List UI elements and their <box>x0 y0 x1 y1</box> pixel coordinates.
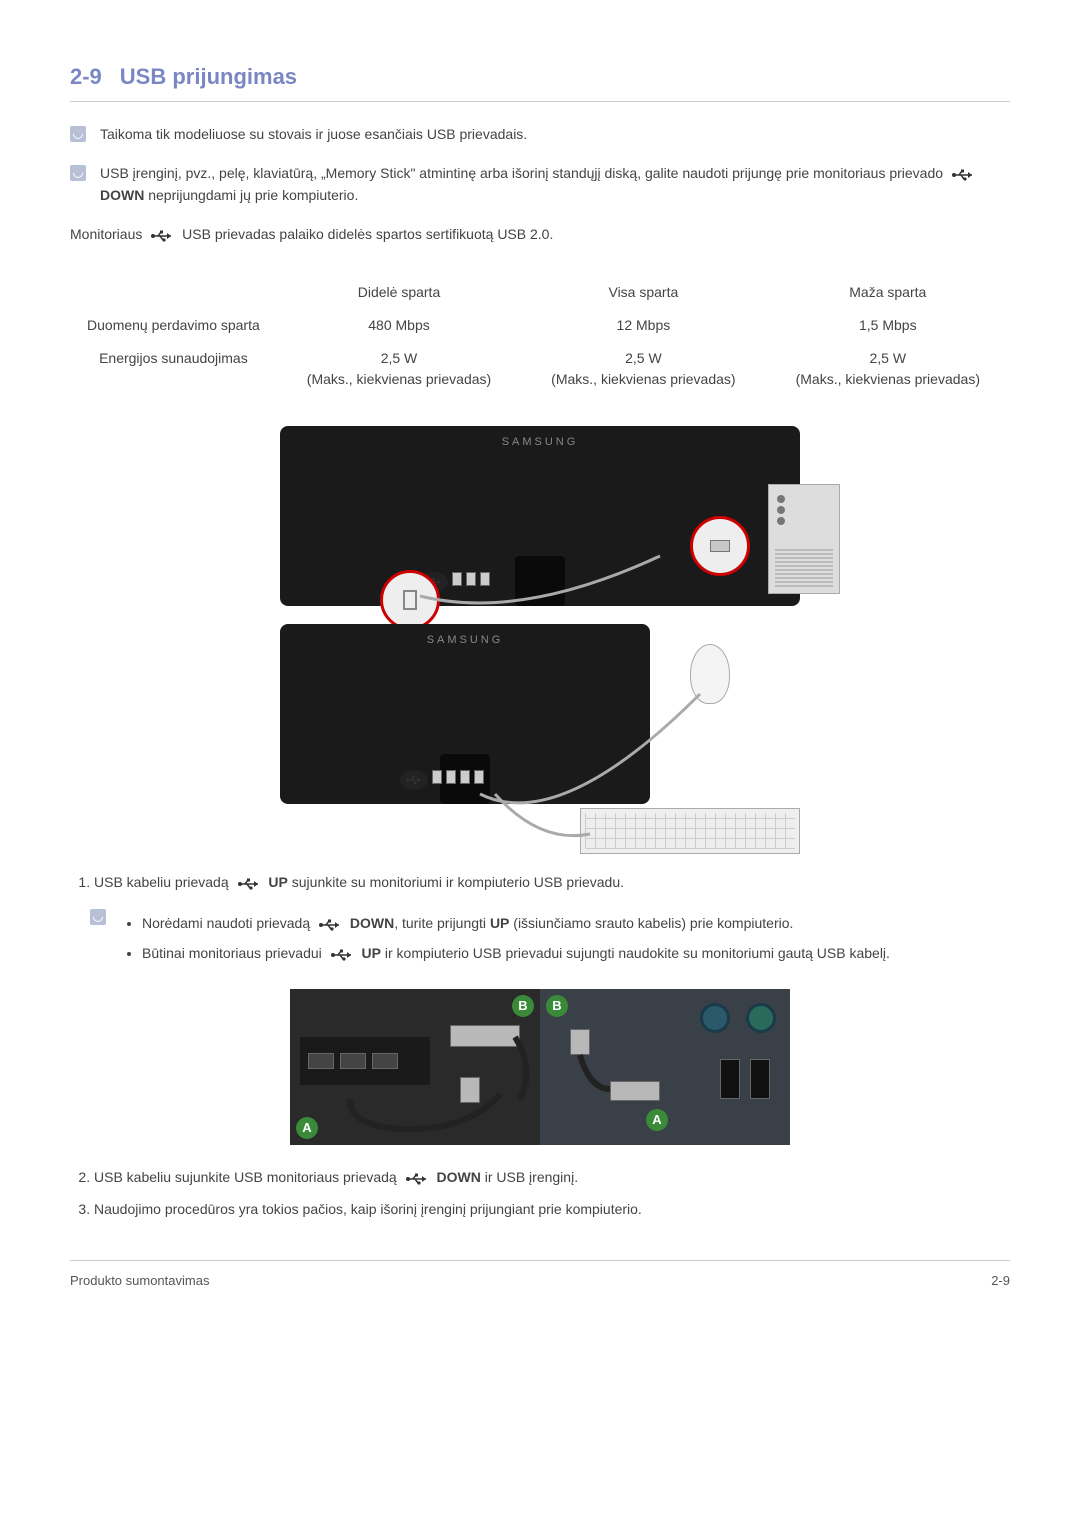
bold-label: DOWN <box>350 915 394 931</box>
text-fragment: Monitoriaus <box>70 226 142 242</box>
text-fragment: USB kabeliu prievadą <box>94 874 229 890</box>
photo-right: B A <box>540 989 790 1145</box>
step-item: Naudojimo procedūros yra tokios pačios, … <box>94 1199 1010 1220</box>
row-label: Duomenų perdavimo sparta <box>70 309 277 342</box>
section-number: 2-9 <box>70 60 102 93</box>
section-title: USB prijungimas <box>120 60 297 93</box>
cell: 2,5 W (Maks., kiekvienas prievadas) <box>766 342 1010 396</box>
cell: 480 Mbps <box>277 309 521 342</box>
bold-label: UP <box>490 915 509 931</box>
sub-note: Norėdami naudoti prievadą DOWN, turite p… <box>90 907 1010 973</box>
col-header: Maža sparta <box>766 276 1010 309</box>
text-fragment: ir USB įrenginį. <box>481 1169 578 1185</box>
subtext: (Maks., kiekvienas prievadas) <box>525 369 761 390</box>
step-item: USB kabeliu prievadą UP sujunkite su mon… <box>94 872 1010 894</box>
usb-plug-icon <box>710 540 730 552</box>
port-icon <box>432 770 442 784</box>
monitor-ports <box>400 770 484 790</box>
col-header: Visa sparta <box>521 276 765 309</box>
subtext: (Maks., kiekvienas prievadas) <box>770 369 1006 390</box>
text-fragment: , turite prijungti <box>394 915 490 931</box>
monitor-illustration: SAMSUNG <box>280 624 650 804</box>
monitor-illustration: SAMSUNG <box>280 426 800 606</box>
value: 2,5 W <box>381 350 418 366</box>
connector-photo: B A B A <box>290 989 790 1145</box>
bold-label: UP <box>268 874 287 890</box>
sub-list: Norėdami naudoti prievadą DOWN, turite p… <box>120 913 1010 973</box>
text-fragment: (išsiunčiamo srauto kabelis) prie kompiu… <box>509 915 793 931</box>
usb-icon <box>400 770 428 790</box>
list-item: Norėdami naudoti prievadą DOWN, turite p… <box>142 913 1010 935</box>
table-row: Energijos sunaudojimas 2,5 W (Maks., kie… <box>70 342 1010 396</box>
spec-table: Didelė sparta Visa sparta Maža sparta Du… <box>70 276 1010 396</box>
table-row: Didelė sparta Visa sparta Maža sparta <box>70 276 1010 309</box>
note-icon <box>70 165 86 181</box>
note-text: Taikoma tik modeliuose su stovais ir juo… <box>100 124 1010 145</box>
note-row-1: Taikoma tik modeliuose su stovais ir juo… <box>70 124 1010 145</box>
cable-svg <box>290 989 540 1139</box>
monitor-brand: SAMSUNG <box>502 434 579 451</box>
step-item: USB kabeliu sujunkite USB monitoriaus pr… <box>94 1167 1010 1189</box>
usb-icon <box>318 914 342 935</box>
list-item: Būtinai monitoriaus prievadui UP ir komp… <box>142 943 1010 965</box>
text-fragment: USB prievadas palaiko didelės spartos se… <box>182 226 553 242</box>
pc-vents <box>775 547 833 587</box>
text-fragment: ir kompiuterio USB prievadui sujungti na… <box>385 945 890 961</box>
callout-circle <box>690 516 750 576</box>
diagram-monitor-pc: SAMSUNG <box>280 426 800 606</box>
port-icon <box>446 770 456 784</box>
value: 2,5 W <box>870 350 907 366</box>
table-row: Duomenų perdavimo sparta 480 Mbps 12 Mbp… <box>70 309 1010 342</box>
usb-icon <box>150 225 174 246</box>
port-icon <box>466 572 476 586</box>
port-icon <box>460 770 470 784</box>
text-fragment: neprijungdami jų prie kompiuterio. <box>144 187 358 203</box>
note-icon <box>70 126 86 142</box>
bold-label: UP <box>362 945 381 961</box>
note-row-2: USB įrenginį, pvz., pelę, klaviatūrą, „M… <box>70 163 1010 206</box>
cell: 1,5 Mbps <box>766 309 1010 342</box>
value: 2,5 W <box>625 350 662 366</box>
text-fragment: sujunkite su monitoriumi ir kompiuterio … <box>292 874 624 890</box>
diagram-monitor-peripherals: SAMSUNG <box>280 624 800 854</box>
keyboard-illustration <box>580 808 800 854</box>
mouse-illustration <box>690 644 730 704</box>
text-fragment: Būtinai monitoriaus prievadui <box>142 945 322 961</box>
monitor-stand <box>515 556 565 606</box>
port-icon <box>480 572 490 586</box>
note-text: USB įrenginį, pvz., pelę, klaviatūrą, „M… <box>100 163 1010 206</box>
col-header: Didelė sparta <box>277 276 521 309</box>
usb-plug-icon <box>403 590 417 610</box>
subtext: (Maks., kiekvienas prievadas) <box>281 369 517 390</box>
steps-list-cont: USB kabeliu sujunkite USB monitoriaus pr… <box>70 1167 1010 1220</box>
photo-left: B A <box>290 989 540 1145</box>
page-footer: Produkto sumontavimas 2-9 <box>70 1260 1010 1291</box>
section-heading: 2-9 USB prijungimas <box>70 60 1010 102</box>
text-fragment: USB kabeliu sujunkite USB monitoriaus pr… <box>94 1169 397 1185</box>
cell: 2,5 W (Maks., kiekvienas prievadas) <box>277 342 521 396</box>
pc-tower-illustration <box>768 484 840 594</box>
port-icon <box>474 770 484 784</box>
usb-icon <box>405 1168 429 1189</box>
bold-label: DOWN <box>100 187 144 203</box>
port-icon <box>452 572 462 586</box>
bold-label: DOWN <box>437 1169 481 1185</box>
row-label: Energijos sunaudojimas <box>70 342 277 396</box>
support-text: Monitoriaus USB prievadas palaiko didelė… <box>70 224 1010 246</box>
monitor-brand: SAMSUNG <box>427 632 504 649</box>
cell: 2,5 W (Maks., kiekvienas prievadas) <box>521 342 765 396</box>
cell: 12 Mbps <box>521 309 765 342</box>
note-icon <box>90 909 106 925</box>
usb-icon <box>951 164 975 185</box>
callout-circle <box>380 570 440 630</box>
text-fragment: USB įrenginį, pvz., pelę, klaviatūrą, „M… <box>100 165 943 181</box>
text-fragment: Norėdami naudoti prievadą <box>142 915 310 931</box>
usb-icon <box>330 944 354 965</box>
steps-list: USB kabeliu prievadą UP sujunkite su mon… <box>70 872 1010 894</box>
footer-left: Produkto sumontavimas <box>70 1271 209 1291</box>
usb-icon <box>237 872 261 893</box>
pc-ports <box>777 495 785 525</box>
footer-right: 2-9 <box>991 1271 1010 1291</box>
cable-svg <box>540 989 790 1139</box>
